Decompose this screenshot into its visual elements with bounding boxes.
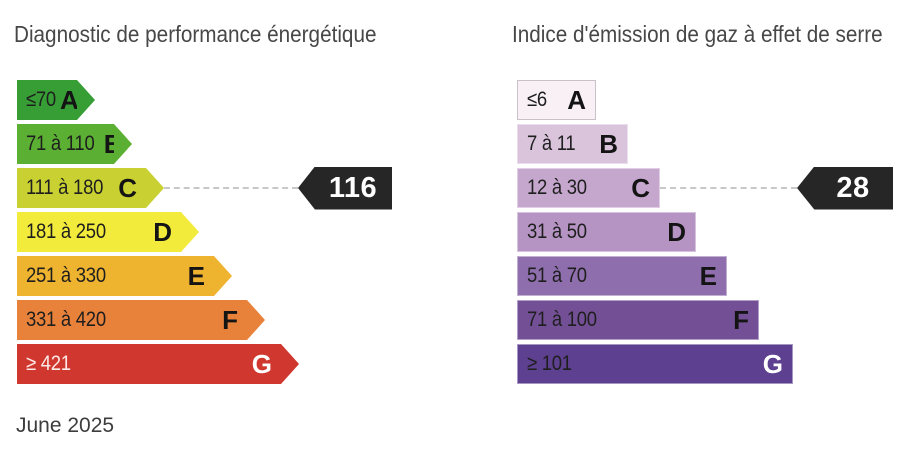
band-arrow-tip bbox=[181, 212, 199, 252]
band-range-label: ≥ 421 bbox=[26, 352, 71, 375]
energy-chart-title: Diagnostic de performance énergétique bbox=[14, 21, 377, 47]
energy-band-row-c: 111 à 180 C 116 bbox=[17, 166, 450, 210]
energy-band-c: 111 à 180 C bbox=[17, 168, 164, 208]
ges-band-row-c: 12 à 30 C 28 bbox=[517, 166, 900, 210]
charts-container: Diagnostic de performance énergétique ≤7… bbox=[0, 0, 900, 388]
energy-band-e: 251 à 330 E bbox=[17, 256, 232, 296]
band-arrow-tip bbox=[247, 300, 265, 340]
energy-pointer-value: 116 bbox=[328, 171, 378, 204]
band-letter: C bbox=[631, 173, 650, 203]
energy-band-row-b: 71 à 110 B bbox=[17, 124, 450, 164]
ges-bands: ≤6 A 7 à 11 B 12 à 30 C bbox=[450, 80, 900, 384]
ges-band-row-b: 7 à 11 B bbox=[517, 124, 900, 164]
band-letter: G bbox=[762, 349, 783, 379]
band-range-label: ≤70 bbox=[26, 88, 56, 111]
band-arrow-tip bbox=[146, 168, 164, 208]
energy-band-row-a: ≤70 A bbox=[17, 80, 450, 120]
ges-pointer-value: 28 bbox=[836, 171, 870, 204]
ges-chart: Indice d'émission de gaz à effet de serr… bbox=[450, 0, 900, 388]
band-range-label: 181 à 250 bbox=[26, 220, 106, 243]
ges-band-g: ≥ 101 G bbox=[517, 344, 793, 384]
ges-band-row-e: 51 à 70 E bbox=[517, 256, 900, 296]
band-letter: E bbox=[699, 261, 717, 291]
energy-band-f: 331 à 420 F bbox=[17, 300, 265, 340]
band-range-label: 51 à 70 bbox=[527, 264, 587, 287]
energy-band-row-g: ≥ 421 G bbox=[17, 344, 450, 384]
ges-band-row-g: ≥ 101 G bbox=[517, 344, 900, 384]
ges-band-row-d: 31 à 50 D bbox=[517, 212, 900, 252]
ges-dashed-connector bbox=[660, 187, 797, 189]
energy-band-d: 181 à 250 D bbox=[17, 212, 199, 252]
energy-band-row-d: 181 à 250 D bbox=[17, 212, 450, 252]
ges-band-row-a: ≤6 A bbox=[517, 80, 900, 120]
band-letter: D bbox=[667, 217, 686, 247]
energy-chart: Diagnostic de performance énergétique ≤7… bbox=[0, 0, 450, 388]
ges-band-b: 7 à 11 B bbox=[517, 124, 628, 164]
energy-band-row-e: 251 à 330 E bbox=[17, 256, 450, 296]
band-letter: E bbox=[187, 261, 205, 291]
band-letter: F bbox=[733, 305, 749, 335]
band-range-label: 331 à 420 bbox=[26, 308, 106, 331]
band-range-label: 31 à 50 bbox=[527, 220, 587, 243]
band-letter: A bbox=[567, 85, 586, 115]
band-range-label: 7 à 11 bbox=[527, 132, 576, 155]
band-range-label: 12 à 30 bbox=[527, 176, 587, 199]
band-arrow-tip bbox=[114, 124, 132, 164]
band-letter: B bbox=[599, 129, 618, 159]
band-letter: G bbox=[251, 349, 272, 379]
band-range-label: ≥ 101 bbox=[527, 352, 572, 375]
band-range-label: 111 à 180 bbox=[26, 176, 104, 199]
band-range-label: 71 à 110 bbox=[26, 132, 95, 155]
band-letter: D bbox=[153, 217, 172, 247]
band-arrow-tip bbox=[281, 344, 299, 384]
band-letter: A bbox=[59, 85, 79, 115]
ges-value-pointer: 28 bbox=[797, 166, 893, 210]
band-letter: F bbox=[222, 305, 238, 335]
ges-band-d: 31 à 50 D bbox=[517, 212, 696, 252]
energy-band-b: 71 à 110 B bbox=[17, 124, 132, 164]
ges-band-row-f: 71 à 100 F bbox=[517, 300, 900, 340]
energy-band-g: ≥ 421 G bbox=[17, 344, 299, 384]
band-arrow-tip bbox=[77, 80, 95, 120]
energy-bands: ≤70 A 71 à 110 B 111 à 180 C bbox=[0, 80, 450, 384]
ges-band-f: 71 à 100 F bbox=[517, 300, 759, 340]
ges-band-e: 51 à 70 E bbox=[517, 256, 727, 296]
band-range-label: 71 à 100 bbox=[527, 308, 597, 331]
band-arrow-tip bbox=[214, 256, 232, 296]
report-date: June 2025 bbox=[16, 414, 115, 437]
ges-chart-title: Indice d'émission de gaz à effet de serr… bbox=[512, 21, 883, 47]
energy-band-a: ≤70 A bbox=[17, 80, 95, 120]
ges-band-a: ≤6 A bbox=[517, 80, 596, 120]
energy-band-row-f: 331 à 420 F bbox=[17, 300, 450, 340]
band-range-label: 251 à 330 bbox=[26, 264, 106, 287]
band-range-label: ≤6 bbox=[527, 88, 547, 111]
band-letter: C bbox=[118, 173, 137, 203]
energy-dashed-connector bbox=[164, 187, 298, 189]
ges-band-c: 12 à 30 C bbox=[517, 168, 660, 208]
energy-value-pointer: 116 bbox=[298, 166, 392, 210]
